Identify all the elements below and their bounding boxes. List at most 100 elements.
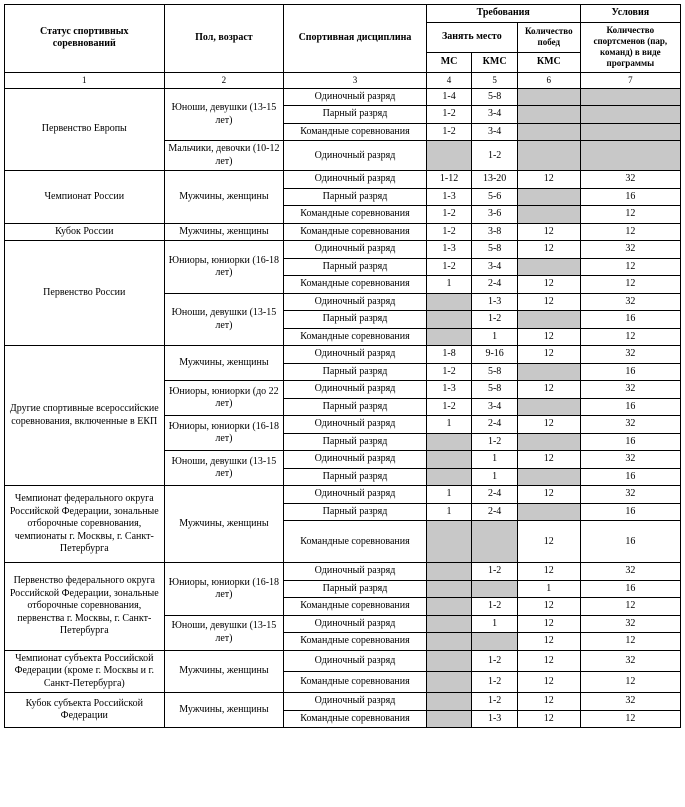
cell-disc: Командные соревнования — [284, 672, 426, 693]
cell-cnt: 32 — [580, 615, 680, 633]
cell-ms — [426, 328, 472, 346]
cell-disc: Одиночный разряд — [284, 693, 426, 711]
cell-wins: 12 — [517, 521, 580, 563]
cell-cnt: 32 — [580, 563, 680, 581]
cell-cnt: 32 — [580, 416, 680, 434]
cell-ms: 1-4 — [426, 88, 472, 106]
hdr-conditions: Условия — [580, 5, 680, 23]
cell-age: Юниоры, юниорки (до 22 лет) — [164, 381, 284, 416]
cell-cnt — [580, 141, 680, 171]
cell-kms: 5-8 — [472, 363, 518, 381]
cell-cnt: 16 — [580, 433, 680, 451]
cell-kms: 2-4 — [472, 416, 518, 434]
cell-wins: 12 — [517, 416, 580, 434]
cell-age: Юноши, девушки (13-15 лет) — [164, 615, 284, 650]
cell-age: Юноши, девушки (13-15 лет) — [164, 88, 284, 141]
cell-wins: 12 — [517, 171, 580, 189]
colnum: 3 — [284, 72, 426, 88]
table-row: Первенство России Юниоры, юниорки (16-18… — [5, 241, 681, 259]
cell-cnt: 32 — [580, 171, 680, 189]
cell-ms: 1-2 — [426, 106, 472, 124]
cell-ms — [426, 293, 472, 311]
cell-kms: 3-6 — [472, 206, 518, 224]
cell-age: Мужчины, женщины — [164, 171, 284, 224]
hdr-discipline: Спортивная дисциплина — [284, 5, 426, 73]
cell-disc: Командные соревнования — [284, 276, 426, 294]
cell-age: Юноши, девушки (13-15 лет) — [164, 451, 284, 486]
cell-disc: Одиночный разряд — [284, 141, 426, 171]
cell-cnt — [580, 88, 680, 106]
table-row: Первенство федерального округа Российско… — [5, 563, 681, 581]
cell-wins — [517, 398, 580, 416]
cell-cnt: 16 — [580, 363, 680, 381]
cell-wins: 12 — [517, 381, 580, 399]
cell-wins: 12 — [517, 451, 580, 469]
cell-status: Первенство федерального округа Российско… — [5, 563, 165, 651]
cell-ms: 1-12 — [426, 171, 472, 189]
cell-status: Другие спортивные всероссийские соревнов… — [5, 346, 165, 486]
hdr-place: Занять место — [426, 22, 517, 53]
cell-status: Кубок России — [5, 223, 165, 241]
cell-cnt: 32 — [580, 346, 680, 364]
cell-wins — [517, 88, 580, 106]
cell-wins: 12 — [517, 710, 580, 728]
cell-ms — [426, 433, 472, 451]
cell-cnt — [580, 106, 680, 124]
colnum: 5 — [472, 72, 518, 88]
cell-ms — [426, 580, 472, 598]
cell-status: Чемпионат России — [5, 171, 165, 224]
cell-wins — [517, 363, 580, 381]
table-row: Другие спортивные всероссийские соревнов… — [5, 346, 681, 364]
cell-cnt: 12 — [580, 328, 680, 346]
hdr-ms: МС — [426, 53, 472, 72]
cell-ms: 1-3 — [426, 381, 472, 399]
table-row: Чемпионат федерального округа Российской… — [5, 486, 681, 504]
table-row: Чемпионат субъекта Российской Федерации … — [5, 650, 681, 671]
cell-status: Чемпионат субъекта Российской Федерации … — [5, 650, 165, 693]
cell-kms: 1 — [472, 328, 518, 346]
cell-kms: 1-2 — [472, 311, 518, 329]
colnum: 6 — [517, 72, 580, 88]
cell-disc: Одиночный разряд — [284, 486, 426, 504]
cell-cnt: 12 — [580, 258, 680, 276]
hdr-wins: Количество побед — [517, 22, 580, 53]
cell-cnt: 16 — [580, 468, 680, 486]
colnum: 2 — [164, 72, 284, 88]
cell-wins — [517, 468, 580, 486]
cell-kms: 1 — [472, 468, 518, 486]
cell-disc: Одиночный разряд — [284, 563, 426, 581]
cell-ms — [426, 598, 472, 616]
cell-wins — [517, 503, 580, 521]
cell-cnt: 12 — [580, 598, 680, 616]
cell-ms — [426, 693, 472, 711]
cell-kms: 1-2 — [472, 433, 518, 451]
cell-ms: 1-2 — [426, 363, 472, 381]
cell-disc: Одиночный разряд — [284, 381, 426, 399]
cell-cnt: 32 — [580, 486, 680, 504]
cell-ms: 1 — [426, 416, 472, 434]
cell-ms — [426, 672, 472, 693]
cell-ms — [426, 468, 472, 486]
hdr-gender-age: Пол, возраст — [164, 5, 284, 73]
cell-wins: 12 — [517, 633, 580, 651]
cell-cnt: 32 — [580, 650, 680, 671]
cell-age: Юниоры, юниорки (16-18 лет) — [164, 241, 284, 294]
cell-ms — [426, 311, 472, 329]
cell-age: Мужчины, женщины — [164, 650, 284, 693]
table-row: Чемпионат России Мужчины, женщины Одиноч… — [5, 171, 681, 189]
cell-ms: 1-2 — [426, 258, 472, 276]
cell-cnt: 16 — [580, 580, 680, 598]
cell-ms: 1-2 — [426, 398, 472, 416]
cell-wins: 12 — [517, 672, 580, 693]
cell-wins: 12 — [517, 486, 580, 504]
cell-wins: 12 — [517, 328, 580, 346]
table-header: Статус спортивных соревнований Пол, возр… — [5, 5, 681, 89]
cell-disc: Одиночный разряд — [284, 416, 426, 434]
cell-kms: 3-4 — [472, 106, 518, 124]
cell-cnt — [580, 123, 680, 141]
cell-disc: Командные соревнования — [284, 223, 426, 241]
cell-disc: Парный разряд — [284, 433, 426, 451]
cell-kms: 3-4 — [472, 398, 518, 416]
cell-disc: Парный разряд — [284, 468, 426, 486]
cell-ms: 1-2 — [426, 223, 472, 241]
